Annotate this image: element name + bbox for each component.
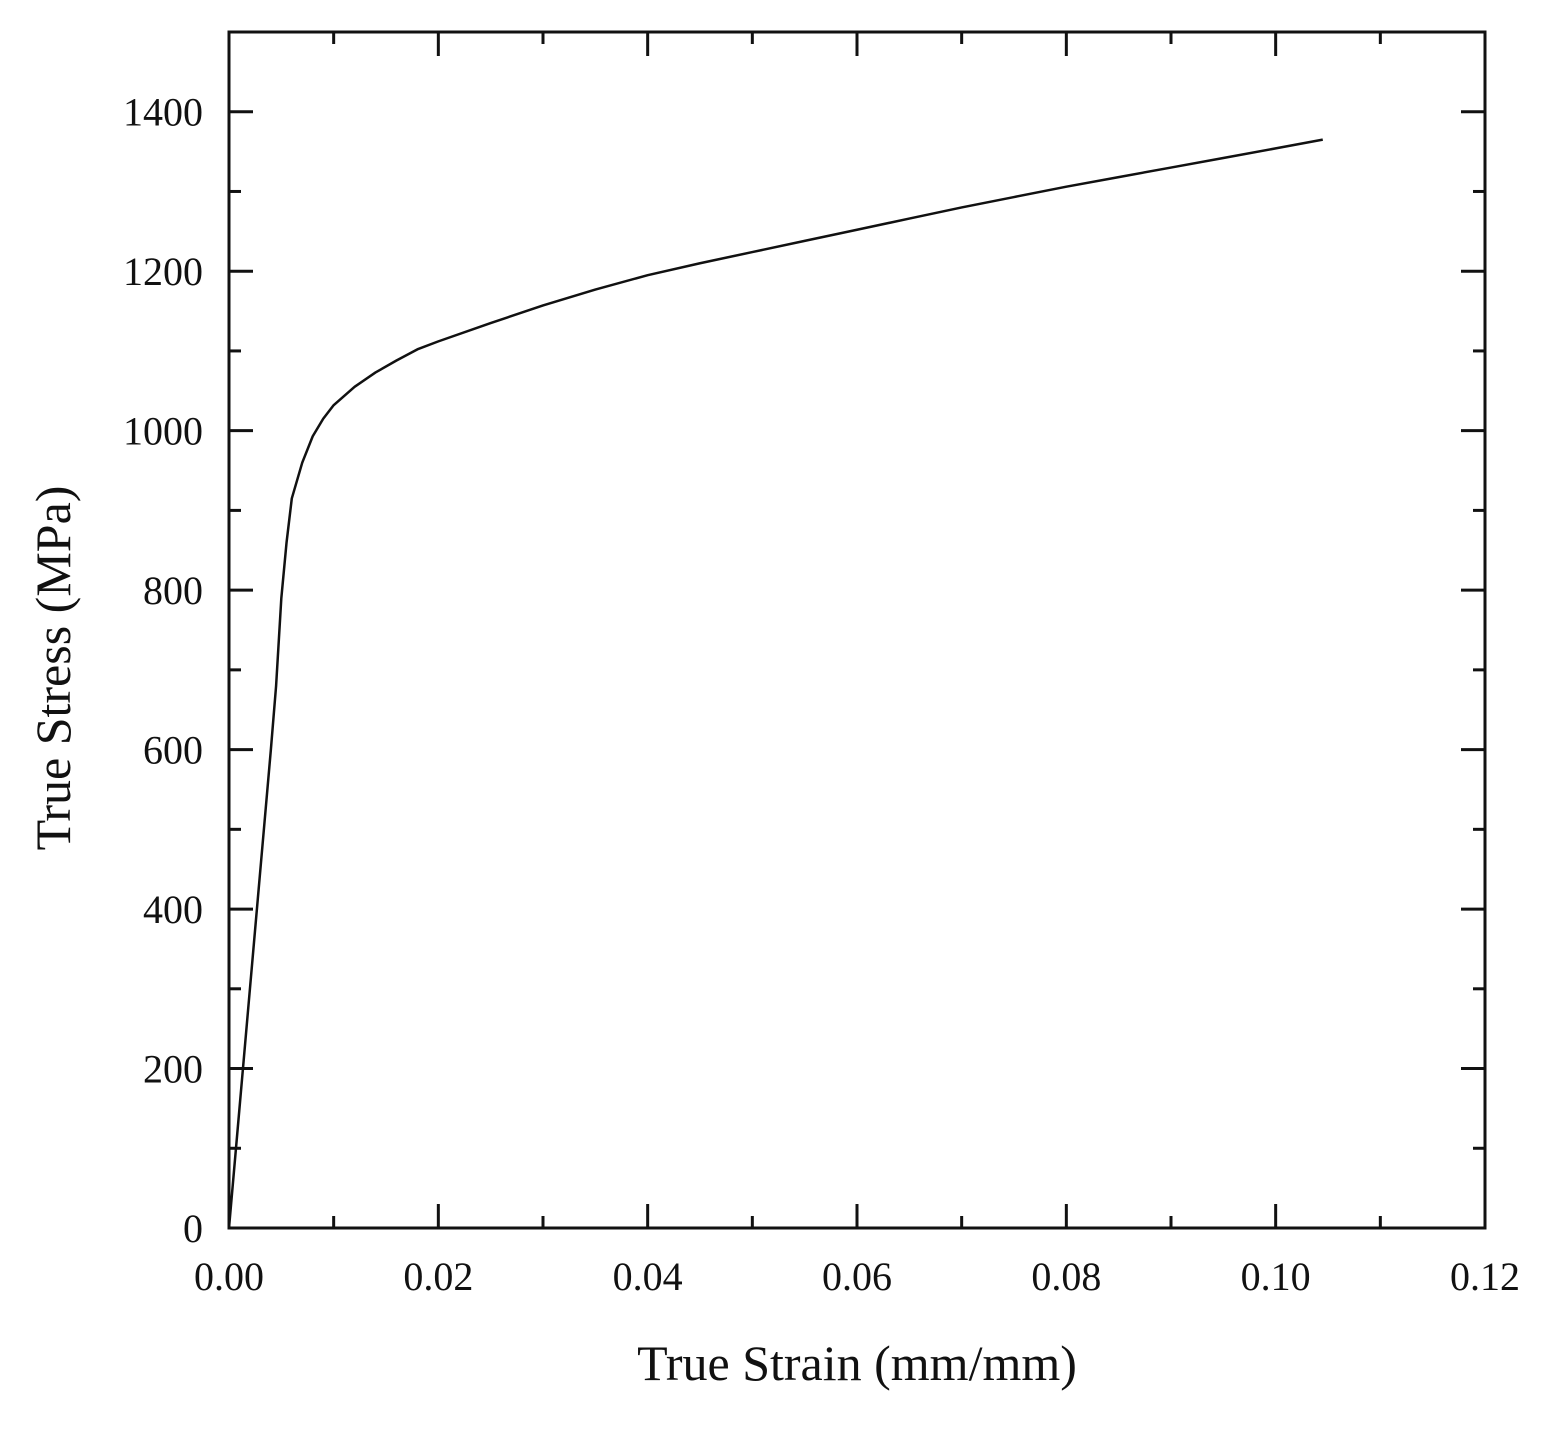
y-tick-labels: 0 200 400 600 800 1000 1200 1400: [123, 90, 203, 1251]
y-axis-title: True Stress (MPa): [25, 486, 81, 851]
y-tick-label: 1200: [123, 249, 203, 294]
y-tick-label: 1000: [123, 409, 203, 454]
x-tick-label: 0.12: [1450, 1254, 1520, 1299]
x-tick-label: 0.08: [1031, 1254, 1101, 1299]
y-tick-label: 0: [183, 1206, 203, 1251]
x-tick-label: 0.04: [613, 1254, 683, 1299]
x-tick-label: 0.06: [822, 1254, 892, 1299]
x-tick-label: 0.10: [1241, 1254, 1311, 1299]
x-axis-title: True Strain (mm/mm): [637, 1335, 1077, 1391]
x-tick-label: 0.00: [194, 1254, 264, 1299]
y-tick-label: 600: [143, 728, 203, 773]
stress-strain-curve: [227, 138, 1323, 1229]
x-tick-labels: 0.00 0.02 0.04 0.06 0.08 0.10 0.12: [194, 1254, 1520, 1299]
y-tick-label: 200: [143, 1047, 203, 1092]
y-tick-label: 800: [143, 568, 203, 613]
axis-ticks: [227, 32, 1487, 1230]
y-tick-label: 1400: [123, 90, 203, 135]
plot-frame: [227, 30, 1487, 1230]
y-tick-label: 400: [143, 887, 203, 932]
x-tick-label: 0.02: [403, 1254, 473, 1299]
